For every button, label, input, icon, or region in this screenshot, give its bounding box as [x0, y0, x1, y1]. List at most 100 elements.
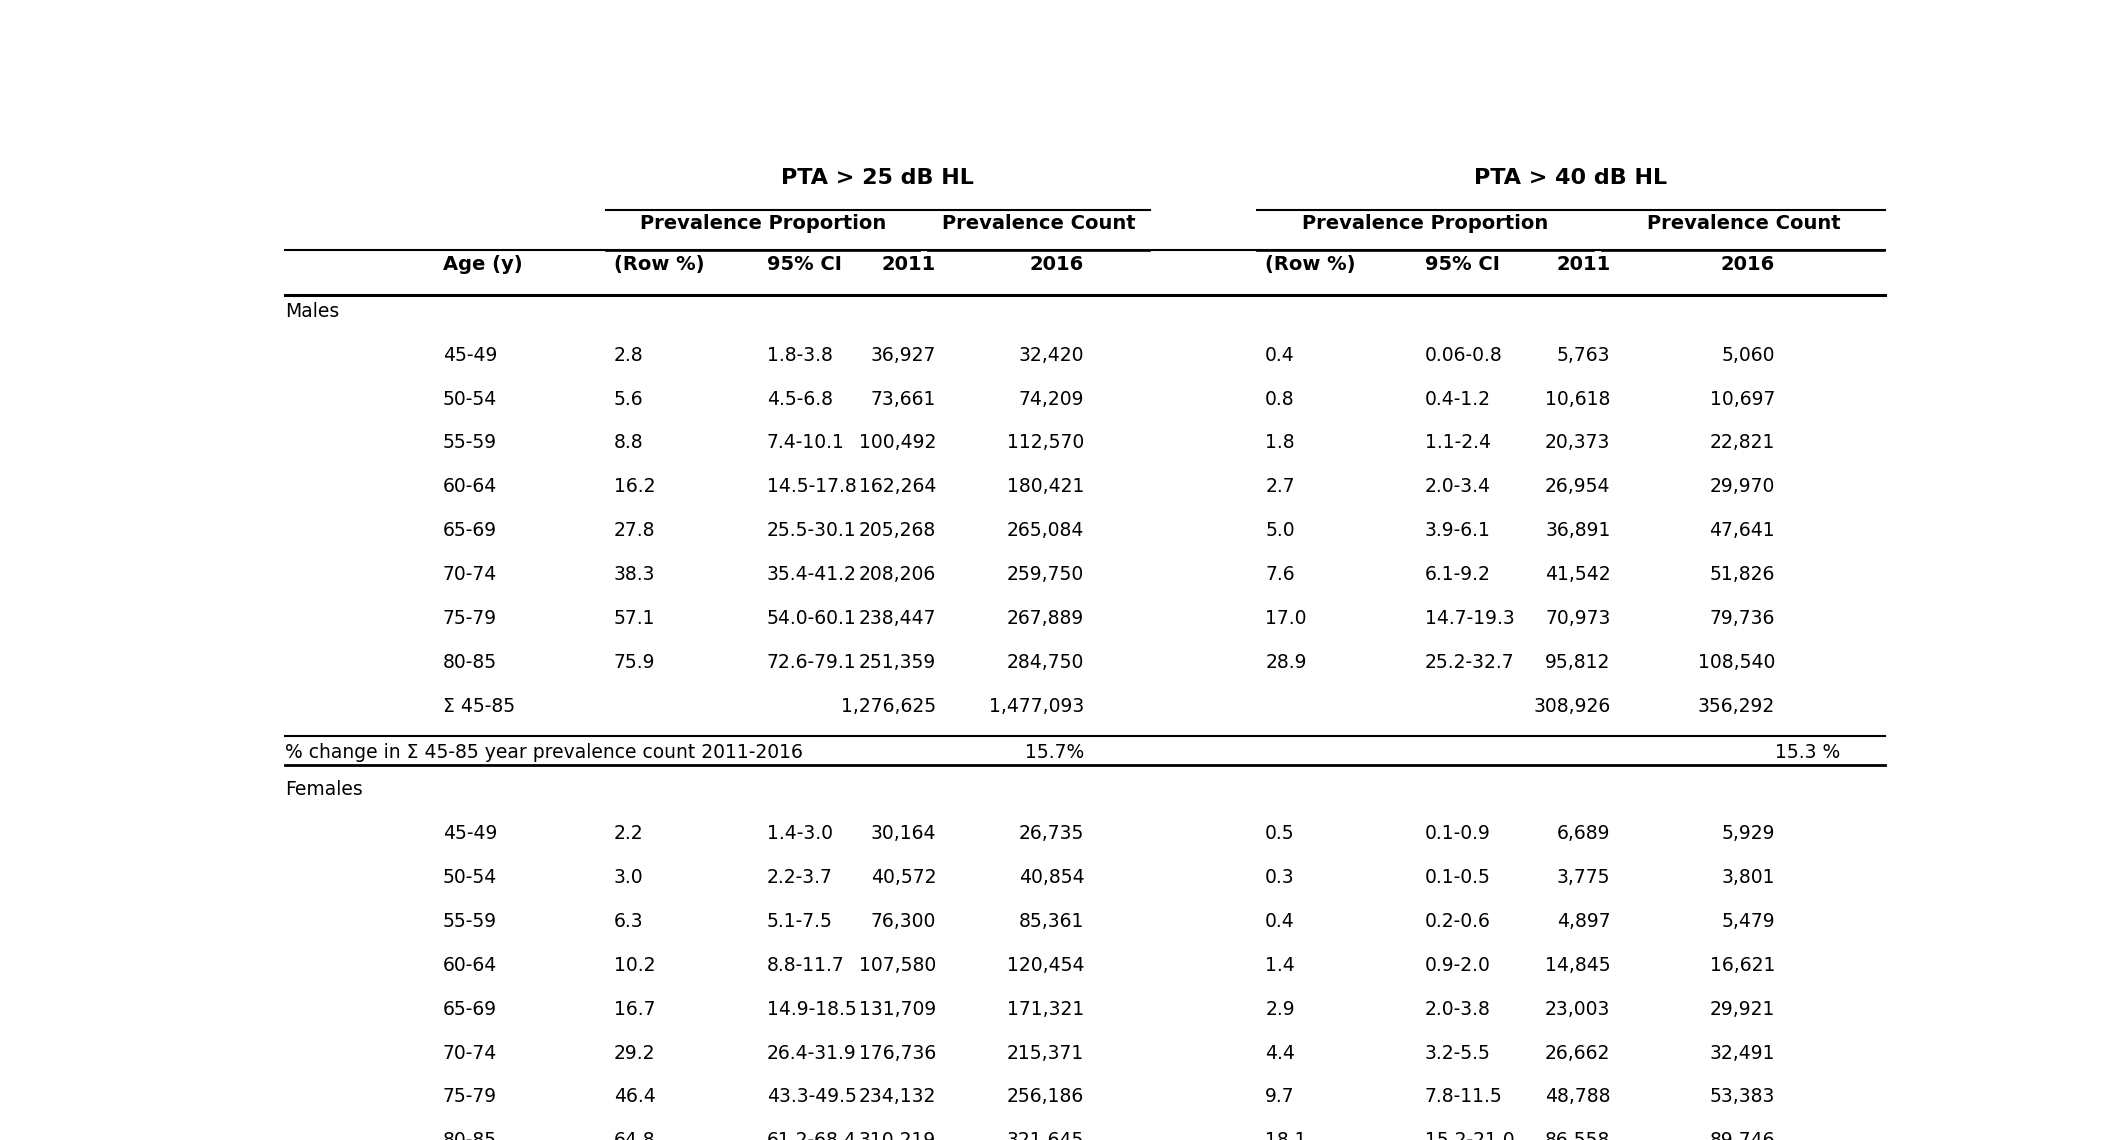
Text: 8.8: 8.8: [613, 433, 643, 453]
Text: PTA > 40 dB HL: PTA > 40 dB HL: [1475, 168, 1668, 187]
Text: 45-49: 45-49: [443, 824, 497, 844]
Text: 256,186: 256,186: [1008, 1088, 1084, 1107]
Text: 23,003: 23,003: [1545, 1000, 1611, 1019]
Text: Prevalence Count: Prevalence Count: [1647, 214, 1840, 233]
Text: 43.3-49.5: 43.3-49.5: [766, 1088, 857, 1107]
Text: 2.2-3.7: 2.2-3.7: [766, 868, 832, 887]
Text: 55-59: 55-59: [443, 433, 497, 453]
Text: 60-64: 60-64: [443, 478, 497, 496]
Text: 0.1-0.9: 0.1-0.9: [1424, 824, 1490, 844]
Text: 40,572: 40,572: [870, 868, 936, 887]
Text: 2016: 2016: [1721, 255, 1774, 275]
Text: 18.1: 18.1: [1265, 1131, 1307, 1140]
Text: 4.5-6.8: 4.5-6.8: [766, 390, 832, 408]
Text: 2011: 2011: [883, 255, 936, 275]
Text: 2.7: 2.7: [1265, 478, 1294, 496]
Text: Females: Females: [284, 780, 363, 799]
Text: 79,736: 79,736: [1710, 609, 1774, 628]
Text: 0.9-2.0: 0.9-2.0: [1424, 955, 1490, 975]
Text: 2.2: 2.2: [613, 824, 643, 844]
Text: 284,750: 284,750: [1006, 653, 1084, 671]
Text: 41,542: 41,542: [1545, 565, 1611, 584]
Text: 80-85: 80-85: [443, 653, 497, 671]
Text: 61.2-68.4: 61.2-68.4: [766, 1131, 857, 1140]
Text: 3.0: 3.0: [613, 868, 643, 887]
Text: 5,763: 5,763: [1558, 345, 1611, 365]
Text: 0.06-0.8: 0.06-0.8: [1424, 345, 1502, 365]
Text: 1.8: 1.8: [1265, 433, 1294, 453]
Text: 100,492: 100,492: [859, 433, 936, 453]
Text: 85,361: 85,361: [1019, 912, 1084, 931]
Text: 32,491: 32,491: [1710, 1043, 1774, 1062]
Text: Males: Males: [284, 302, 340, 320]
Text: 36,891: 36,891: [1545, 521, 1611, 540]
Text: 267,889: 267,889: [1008, 609, 1084, 628]
Text: 45-49: 45-49: [443, 345, 497, 365]
Text: 14.5-17.8: 14.5-17.8: [766, 478, 857, 496]
Text: 0.8: 0.8: [1265, 390, 1294, 408]
Text: 35.4-41.2: 35.4-41.2: [766, 565, 857, 584]
Text: 72.6-79.1: 72.6-79.1: [766, 653, 857, 671]
Text: 3.2-5.5: 3.2-5.5: [1424, 1043, 1490, 1062]
Text: 2011: 2011: [1555, 255, 1611, 275]
Text: 234,132: 234,132: [859, 1088, 936, 1107]
Text: 308,926: 308,926: [1534, 697, 1611, 716]
Text: (Row %): (Row %): [613, 255, 705, 275]
Text: 321,645: 321,645: [1006, 1131, 1084, 1140]
Text: 26,662: 26,662: [1545, 1043, 1611, 1062]
Text: 215,371: 215,371: [1008, 1043, 1084, 1062]
Text: 356,292: 356,292: [1698, 697, 1774, 716]
Text: 180,421: 180,421: [1006, 478, 1084, 496]
Text: 53,383: 53,383: [1710, 1088, 1774, 1107]
Text: 65-69: 65-69: [443, 521, 497, 540]
Text: 75-79: 75-79: [443, 609, 497, 628]
Text: 5,479: 5,479: [1721, 912, 1774, 931]
Text: 17.0: 17.0: [1265, 609, 1307, 628]
Text: 14,845: 14,845: [1545, 955, 1611, 975]
Text: 55-59: 55-59: [443, 912, 497, 931]
Text: 3,801: 3,801: [1721, 868, 1774, 887]
Text: 1.4-3.0: 1.4-3.0: [766, 824, 832, 844]
Text: % change in Σ 45-85 year prevalence count 2011-2016: % change in Σ 45-85 year prevalence coun…: [284, 743, 802, 762]
Text: 30,164: 30,164: [870, 824, 936, 844]
Text: 120,454: 120,454: [1006, 955, 1084, 975]
Text: 14.7-19.3: 14.7-19.3: [1424, 609, 1515, 628]
Text: 1,477,093: 1,477,093: [989, 697, 1084, 716]
Text: 4,897: 4,897: [1558, 912, 1611, 931]
Text: 171,321: 171,321: [1008, 1000, 1084, 1019]
Text: 74,209: 74,209: [1019, 390, 1084, 408]
Text: 50-54: 50-54: [443, 390, 497, 408]
Text: Prevalence Proportion: Prevalence Proportion: [639, 214, 885, 233]
Text: 51,826: 51,826: [1710, 565, 1774, 584]
Text: 60-64: 60-64: [443, 955, 497, 975]
Text: 107,580: 107,580: [859, 955, 936, 975]
Text: Age (y): Age (y): [443, 255, 522, 275]
Text: 10.2: 10.2: [613, 955, 656, 975]
Text: 50-54: 50-54: [443, 868, 497, 887]
Text: 0.5: 0.5: [1265, 824, 1294, 844]
Text: 5,060: 5,060: [1721, 345, 1774, 365]
Text: 40,854: 40,854: [1019, 868, 1084, 887]
Text: 15.3 %: 15.3 %: [1776, 743, 1840, 762]
Text: 1.1-2.4: 1.1-2.4: [1424, 433, 1490, 453]
Text: 29,970: 29,970: [1710, 478, 1774, 496]
Text: Prevalence Count: Prevalence Count: [942, 214, 1135, 233]
Text: 5.1-7.5: 5.1-7.5: [766, 912, 832, 931]
Text: 26,954: 26,954: [1545, 478, 1611, 496]
Text: (Row %): (Row %): [1265, 255, 1356, 275]
Text: 2.8: 2.8: [613, 345, 643, 365]
Text: 29.2: 29.2: [613, 1043, 656, 1062]
Text: 73,661: 73,661: [870, 390, 936, 408]
Text: 95% CI: 95% CI: [1424, 255, 1500, 275]
Text: 57.1: 57.1: [613, 609, 656, 628]
Text: 1.4: 1.4: [1265, 955, 1294, 975]
Text: 16,621: 16,621: [1710, 955, 1774, 975]
Text: 208,206: 208,206: [859, 565, 936, 584]
Text: 65-69: 65-69: [443, 1000, 497, 1019]
Text: 162,264: 162,264: [859, 478, 936, 496]
Text: 25.5-30.1: 25.5-30.1: [766, 521, 857, 540]
Text: 10,618: 10,618: [1545, 390, 1611, 408]
Text: 251,359: 251,359: [859, 653, 936, 671]
Text: 2016: 2016: [1029, 255, 1084, 275]
Text: 3.9-6.1: 3.9-6.1: [1424, 521, 1490, 540]
